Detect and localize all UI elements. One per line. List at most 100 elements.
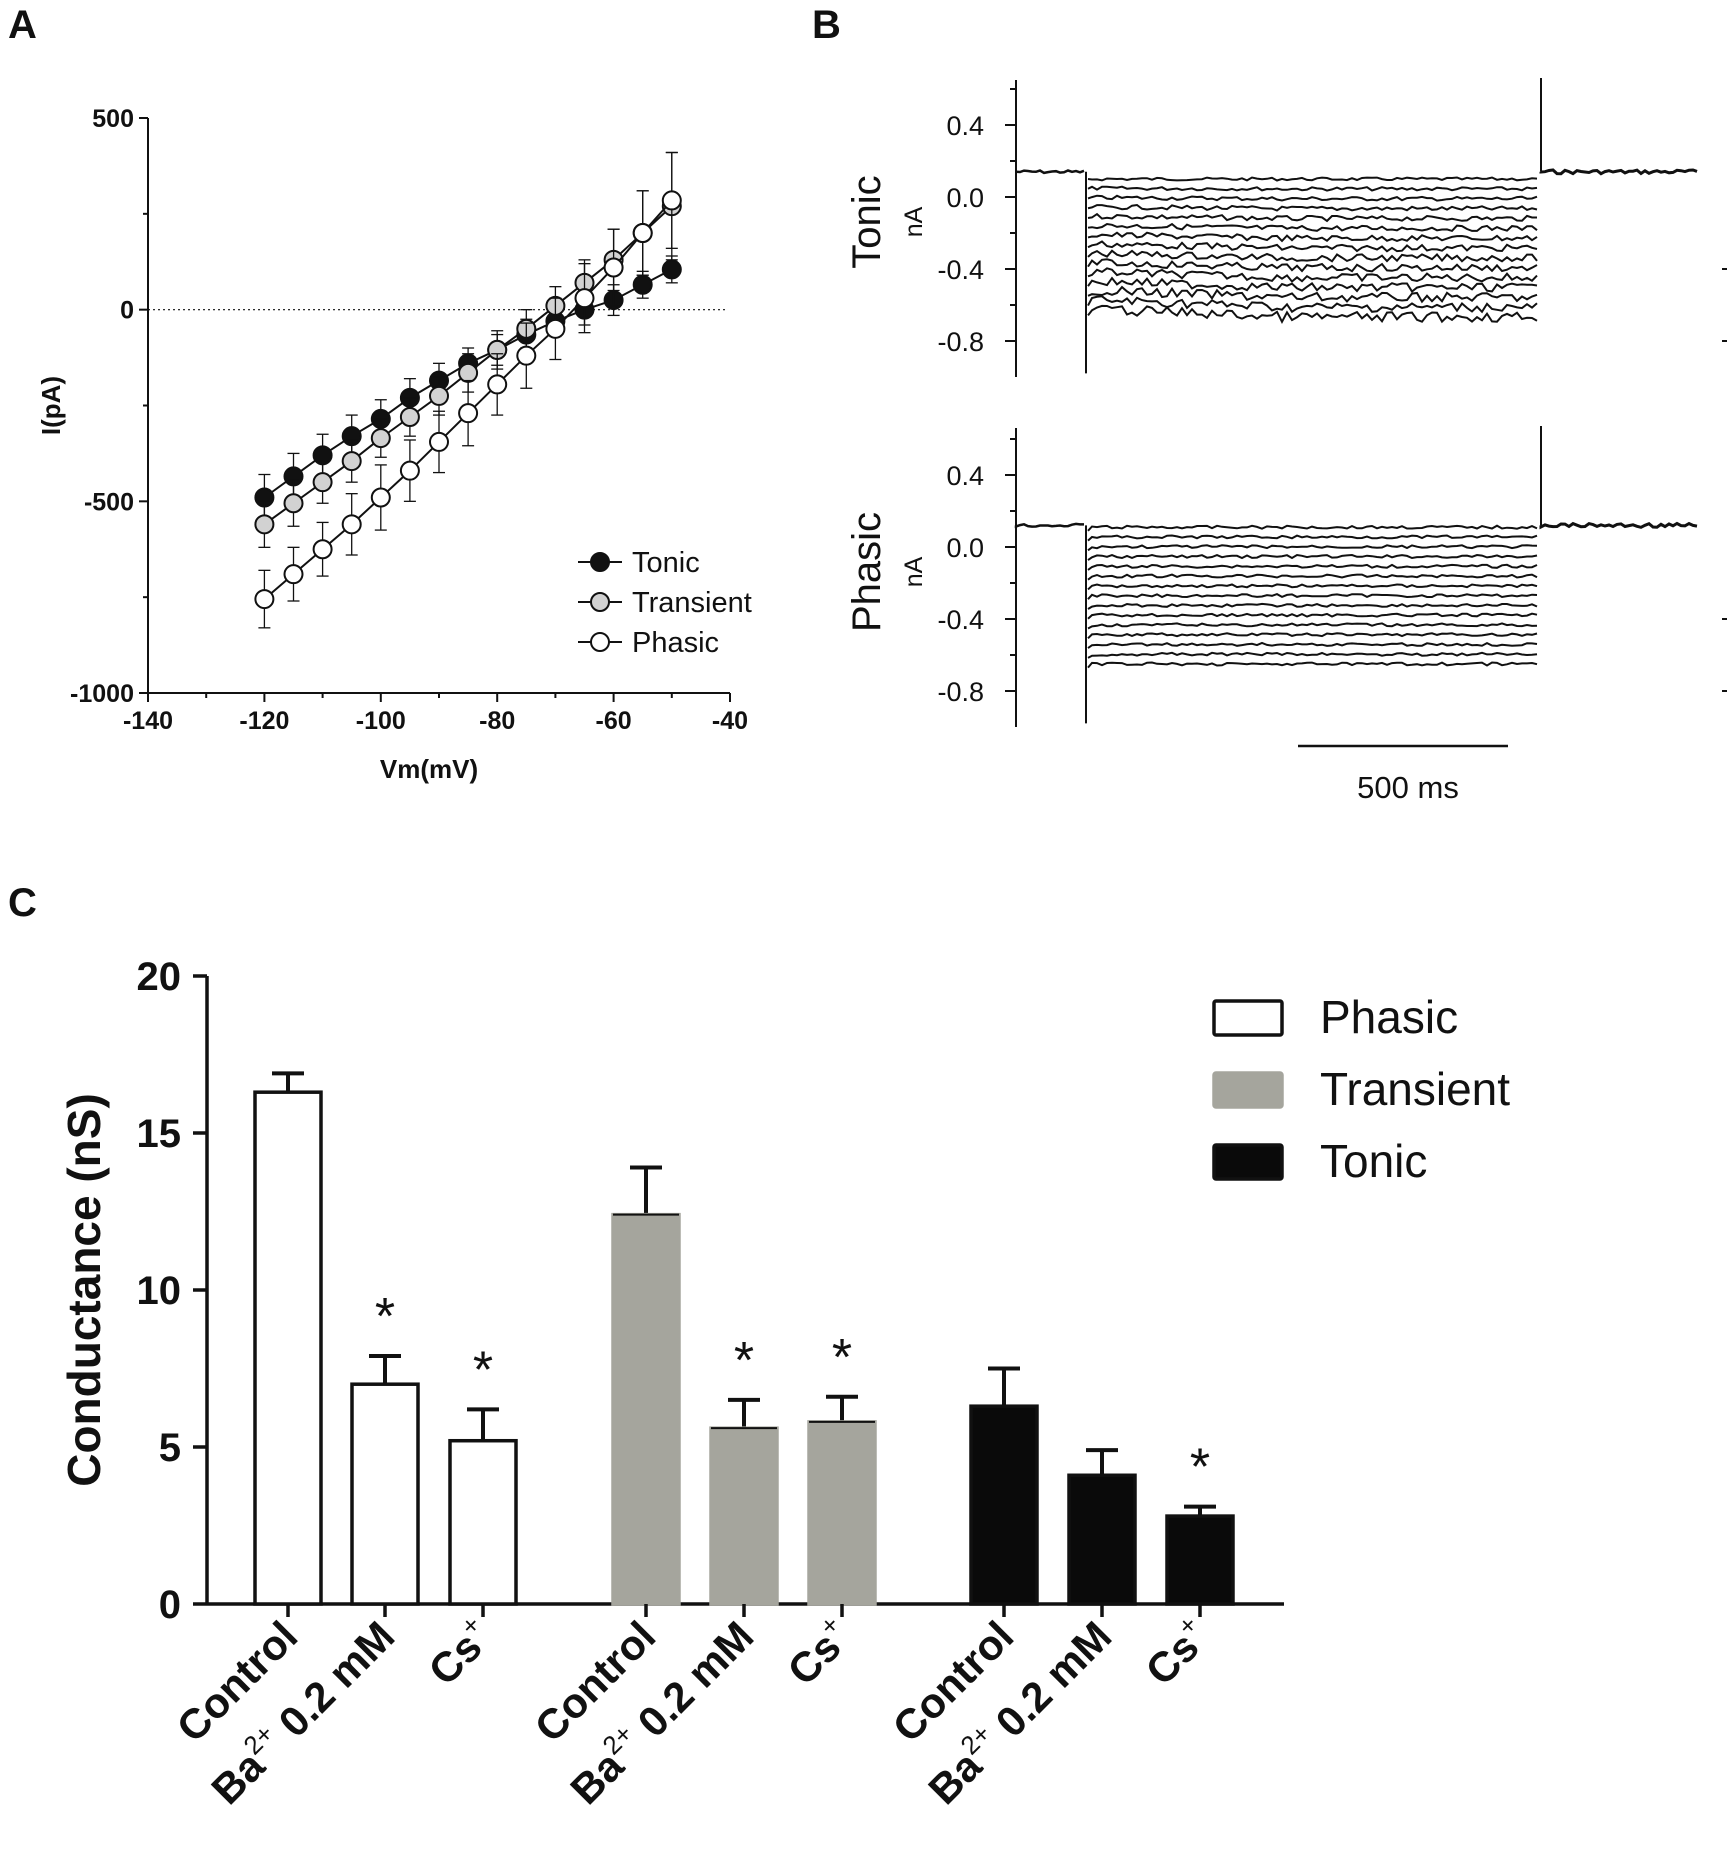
data-point-phasic <box>632 223 653 243</box>
trace-y-tick-label: -0.4 <box>937 605 984 635</box>
legend-swatch-transient <box>1212 1071 1284 1109</box>
category-label: Cs+ <box>776 1609 861 1694</box>
bar-transient <box>709 1426 779 1606</box>
bar-tonic <box>1067 1473 1137 1606</box>
data-point-transient <box>429 385 449 406</box>
current-trace <box>1087 231 1538 243</box>
current-trace <box>1087 534 1538 542</box>
trace-baseline <box>1539 521 1698 530</box>
bar-tonic <box>1165 1514 1235 1606</box>
x-tick-label: -100 <box>356 707 406 735</box>
legend-swatch-phasic <box>1212 999 1284 1037</box>
x-tick-label: -80 <box>479 707 515 735</box>
current-trace <box>1087 258 1538 273</box>
current-trace <box>1087 267 1538 283</box>
current-trace <box>1087 285 1538 304</box>
current-trace <box>1087 276 1538 293</box>
data-point-tonic <box>661 259 682 280</box>
trace-unit-label: nA <box>900 556 928 587</box>
y-axis-label: Conductance (nS) <box>58 1093 110 1487</box>
y-axis-label: I(pA) <box>36 376 66 435</box>
legend-marker-phasic <box>590 632 610 652</box>
current-trace <box>1087 583 1538 591</box>
data-point-phasic <box>399 460 420 481</box>
current-trace <box>1087 176 1538 182</box>
data-point-tonic <box>632 274 653 295</box>
data-point-phasic <box>429 431 449 452</box>
current-trace <box>1087 573 1538 581</box>
category-label: Cs+ <box>1134 1609 1219 1694</box>
data-point-phasic <box>341 514 362 535</box>
y-tick-label: -1000 <box>70 680 134 708</box>
trace-y-tick-label: -0.4 <box>937 255 984 285</box>
data-point-transient <box>341 451 362 472</box>
data-point-phasic <box>545 318 566 339</box>
data-point-phasic <box>312 539 333 560</box>
current-trace <box>1087 524 1538 532</box>
panel-label-a: A <box>8 3 37 47</box>
y-tick-label: 5 <box>159 1426 181 1470</box>
trace-y-tick-label: -0.8 <box>937 677 984 707</box>
y-tick-label: 500 <box>92 105 134 133</box>
data-point-phasic <box>516 345 537 366</box>
current-trace <box>1087 651 1538 659</box>
current-trace <box>1087 203 1538 212</box>
y-tick-label: 0 <box>159 1583 181 1627</box>
current-trace <box>1087 612 1538 620</box>
data-point-transient <box>399 407 420 427</box>
data-point-phasic <box>283 564 304 585</box>
current-trace <box>1087 602 1538 610</box>
current-trace <box>1087 553 1538 561</box>
panel-label-c: C <box>8 881 37 925</box>
legend-label-transient: Transient <box>632 587 752 619</box>
y-tick-label: -500 <box>84 488 134 516</box>
data-point-transient <box>254 514 275 535</box>
current-trace <box>1087 295 1538 314</box>
x-axis-label: Vm(mV) <box>380 754 478 784</box>
y-tick-label: 10 <box>137 1269 182 1313</box>
current-trace <box>1087 249 1538 263</box>
bar-phasic <box>253 1090 323 1606</box>
current-trace <box>1087 240 1538 253</box>
current-trace <box>1087 212 1537 223</box>
trace-y-tick-label: 0.4 <box>946 461 984 491</box>
trace-y-tick-label: 0.0 <box>946 183 984 213</box>
bar-transient <box>611 1212 681 1606</box>
x-tick-label: -120 <box>239 707 289 735</box>
data-point-transient <box>312 472 333 493</box>
current-trace <box>1087 185 1538 192</box>
trace-y-tick-label: 0.4 <box>946 111 984 141</box>
legend-label-tonic: Tonic <box>1320 1135 1427 1187</box>
trace-y-tick-label: 0.0 <box>946 533 984 563</box>
legend-marker-tonic <box>590 552 610 572</box>
scale-bar-label: 500 ms <box>1357 770 1459 805</box>
current-trace <box>1087 563 1538 571</box>
current-trace <box>1087 222 1538 233</box>
data-point-phasic <box>603 257 624 278</box>
current-trace <box>1087 622 1538 630</box>
current-trace <box>1087 641 1538 649</box>
legend-label-phasic: Phasic <box>632 627 719 659</box>
legend-label-phasic: Phasic <box>1320 991 1458 1043</box>
bar-tonic <box>969 1404 1039 1606</box>
data-point-phasic <box>458 403 479 424</box>
iv-curve-chart: -1000 -500 0 500 -140 -120 -100 -80 -60 -40 Vm(mV)… <box>36 105 752 784</box>
legend-label-tonic: Tonic <box>632 547 700 579</box>
x-tick-label: -60 <box>596 707 632 735</box>
data-point-transient <box>458 362 479 383</box>
x-tick-label: -140 <box>123 707 173 735</box>
panel-label-b: B <box>812 3 841 47</box>
legend-marker-transient <box>590 592 610 612</box>
category-label: Cs+ <box>417 1609 502 1694</box>
significance-star: * <box>734 1332 754 1390</box>
bar-transient <box>807 1420 877 1606</box>
trace-baseline <box>1015 169 1085 175</box>
significance-star: * <box>832 1329 852 1387</box>
y-tick-label: 20 <box>137 955 182 999</box>
legend-label-transient: Transient <box>1320 1063 1510 1115</box>
trace-label-tonic: Tonic <box>845 175 889 268</box>
y-tick-label: 0 <box>120 297 134 325</box>
significance-star: * <box>375 1288 395 1346</box>
current-trace <box>1087 544 1538 552</box>
